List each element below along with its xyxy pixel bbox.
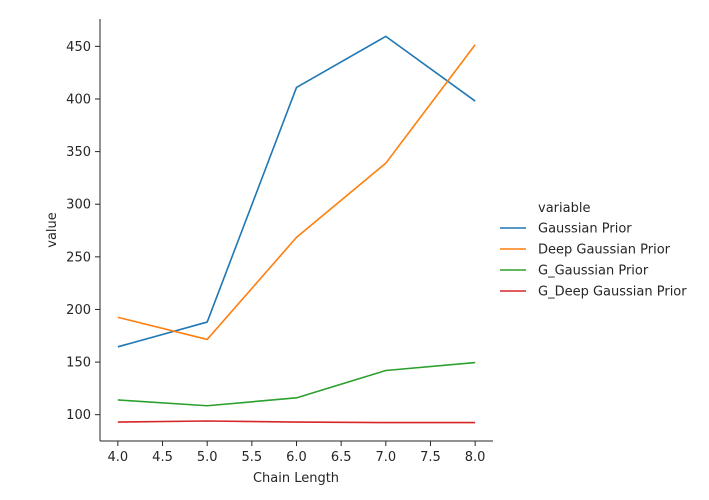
x-ticks: 4.0 4.5 5.0 5.5 6.0 6.5 7.0 7.5 8.0 bbox=[108, 441, 486, 465]
series-line-0 bbox=[117, 35, 476, 348]
y-tick-label: 350 bbox=[66, 145, 91, 160]
x-tick-label: 6.0 bbox=[286, 450, 307, 465]
x-tick-label: 7.0 bbox=[375, 450, 396, 465]
y-tick-label: 400 bbox=[66, 92, 91, 107]
x-axis-label: Chain Length bbox=[253, 471, 339, 486]
legend: variable Gaussian Prior Deep Gaussian Pri… bbox=[500, 201, 687, 300]
legend-label-3: G_Deep Gaussian Prior bbox=[538, 285, 687, 300]
y-tick-label: 100 bbox=[66, 408, 91, 423]
x-tick-label: 4.0 bbox=[108, 450, 129, 465]
y-axis-label: value bbox=[45, 212, 60, 248]
x-tick-label: 5.0 bbox=[197, 450, 218, 465]
series-line-2 bbox=[117, 361, 476, 407]
x-tick-label: 6.5 bbox=[331, 450, 352, 465]
x-tick-label: 4.5 bbox=[152, 450, 173, 465]
axes-spines bbox=[99, 19, 493, 442]
legend-label-2: G_Gaussian Prior bbox=[538, 264, 649, 279]
legend-title: variable bbox=[538, 201, 590, 216]
y-tick-label: 200 bbox=[66, 303, 91, 318]
series-line-3 bbox=[117, 420, 476, 424]
x-tick-label: 5.5 bbox=[241, 450, 262, 465]
y-tick-label: 250 bbox=[66, 250, 91, 265]
x-tick-label: 8.0 bbox=[465, 450, 486, 465]
series-line-1 bbox=[117, 44, 476, 341]
x-tick-label: 7.5 bbox=[420, 450, 441, 465]
y-tick-label: 300 bbox=[66, 198, 91, 213]
y-tick-label: 150 bbox=[66, 356, 91, 371]
legend-label-0: Gaussian Prior bbox=[538, 222, 632, 237]
y-tick-label: 450 bbox=[66, 40, 91, 55]
series-lines bbox=[117, 35, 476, 424]
y-ticks: 100 150 200 250 300 350 400 450 bbox=[66, 40, 100, 423]
legend-label-1: Deep Gaussian Prior bbox=[538, 243, 671, 258]
